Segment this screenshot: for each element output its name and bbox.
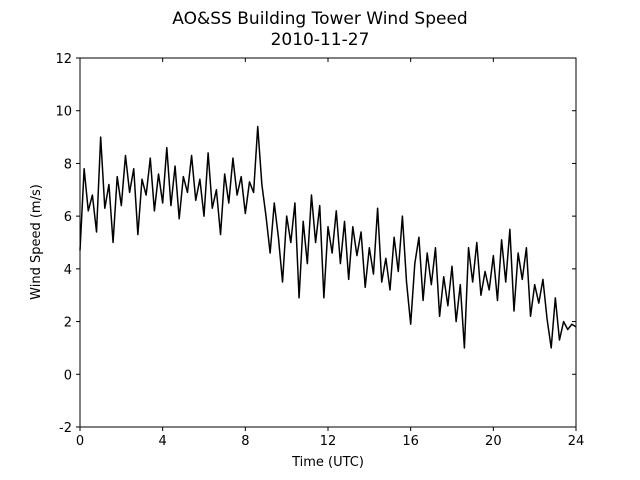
x-tick-label: 12 [320, 434, 337, 449]
y-tick-label: 0 [64, 368, 72, 383]
x-axis-label: Time (UTC) [291, 455, 364, 470]
y-tick-label: 2 [64, 316, 72, 331]
y-tick-label: 12 [55, 52, 72, 67]
chart-title: AO&SS Building Tower Wind Speed [172, 9, 467, 29]
chart-subtitle: 2010-11-27 [271, 30, 370, 50]
x-tick-label: 16 [402, 434, 419, 449]
y-tick-label: -2 [59, 421, 72, 436]
x-tick-label: 24 [568, 434, 585, 449]
x-tick-label: 20 [485, 434, 502, 449]
y-tick-label: 6 [64, 210, 72, 225]
y-tick-label: 8 [64, 157, 72, 172]
data-line [79, 125, 577, 349]
y-axis-label: Wind Speed (m/s) [29, 184, 44, 300]
y-tick-label: 4 [64, 263, 72, 278]
x-tick-label: 8 [241, 434, 249, 449]
x-tick-label: 4 [159, 434, 167, 449]
plot-frame [79, 57, 577, 428]
y-tick-label: 10 [55, 105, 72, 120]
x-tick-label: 0 [76, 434, 84, 449]
